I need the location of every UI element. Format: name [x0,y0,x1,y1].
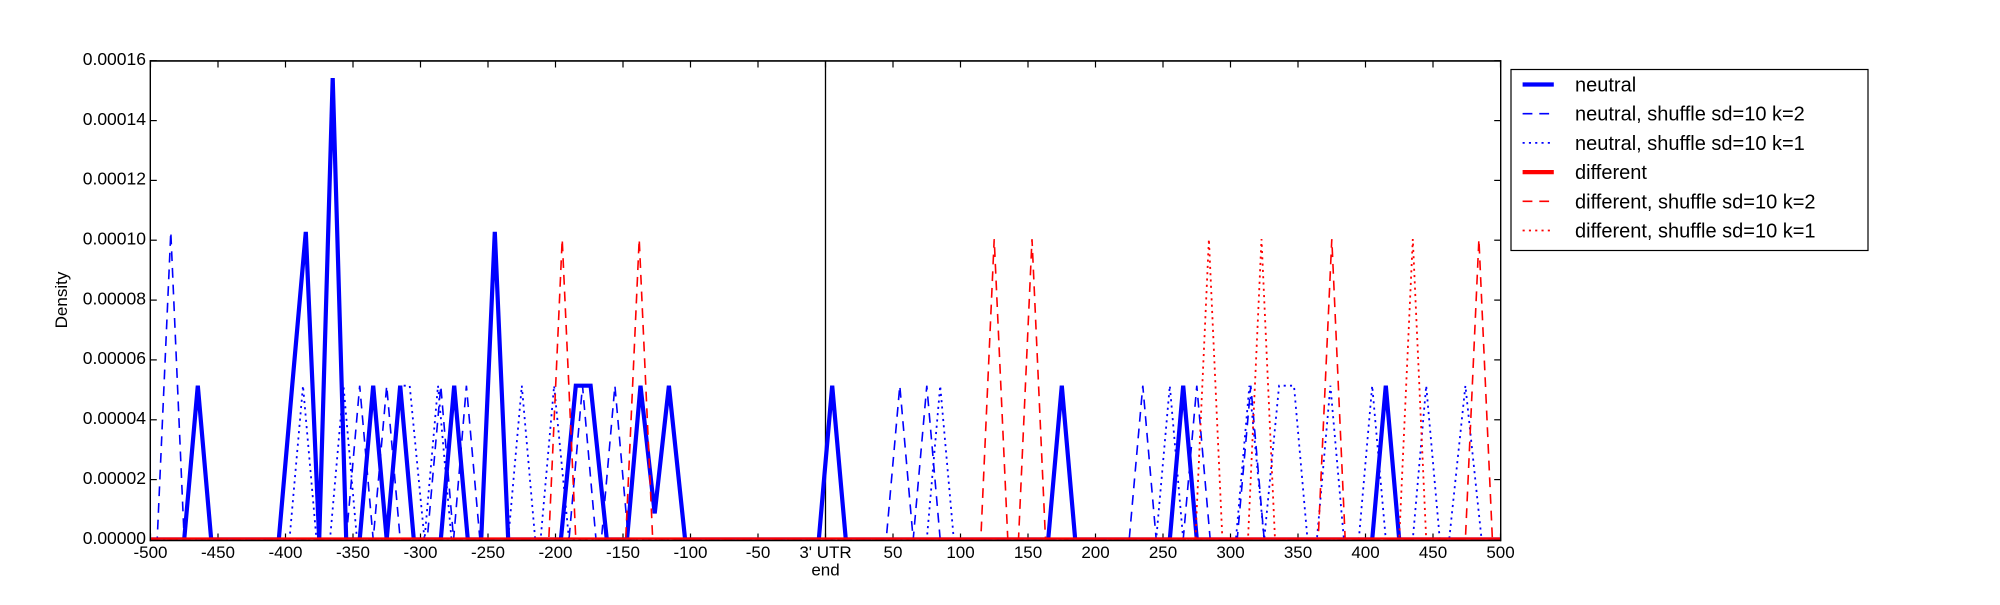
svg-text:-350: -350 [336,543,370,562]
svg-text:150: 150 [1014,543,1042,562]
svg-text:3' UTR: 3' UTR [799,543,851,562]
svg-text:0.00010: 0.00010 [83,229,147,249]
svg-text:-200: -200 [538,543,572,562]
svg-text:0.00016: 0.00016 [83,49,146,69]
svg-text:50: 50 [884,543,903,562]
svg-text:0.00014: 0.00014 [83,109,147,129]
svg-text:0.00008: 0.00008 [83,288,146,308]
svg-text:-100: -100 [673,543,707,562]
svg-text:different, shuffle sd=10 k=2: different, shuffle sd=10 k=2 [1575,191,1816,213]
svg-text:200: 200 [1081,543,1109,562]
svg-text:450: 450 [1419,543,1447,562]
svg-text:-500: -500 [133,543,167,562]
svg-text:-300: -300 [403,543,437,562]
svg-text:neutral, shuffle sd=10 k=1: neutral, shuffle sd=10 k=1 [1575,133,1805,155]
svg-text:0.00004: 0.00004 [83,408,147,428]
svg-text:-50: -50 [746,543,771,562]
svg-text:100: 100 [946,543,974,562]
svg-text:-150: -150 [606,543,640,562]
svg-text:-250: -250 [471,543,505,562]
svg-text:0.00006: 0.00006 [83,348,146,368]
svg-text:Density: Density [52,271,71,328]
svg-text:0.00012: 0.00012 [83,169,146,189]
svg-text:500: 500 [1486,543,1514,562]
svg-text:different, shuffle sd=10 k=1: different, shuffle sd=10 k=1 [1575,221,1816,243]
svg-text:400: 400 [1351,543,1379,562]
svg-text:neutral: neutral [1575,75,1636,97]
svg-text:-450: -450 [201,543,235,562]
svg-text:350: 350 [1284,543,1312,562]
svg-text:250: 250 [1149,543,1177,562]
svg-text:different: different [1575,162,1647,184]
svg-text:neutral, shuffle sd=10 k=2: neutral, shuffle sd=10 k=2 [1575,104,1805,126]
svg-text:0.00000: 0.00000 [83,528,147,548]
svg-text:0.00002: 0.00002 [83,468,146,488]
svg-text:end: end [811,561,839,580]
svg-text:-400: -400 [268,543,302,562]
svg-text:300: 300 [1216,543,1244,562]
